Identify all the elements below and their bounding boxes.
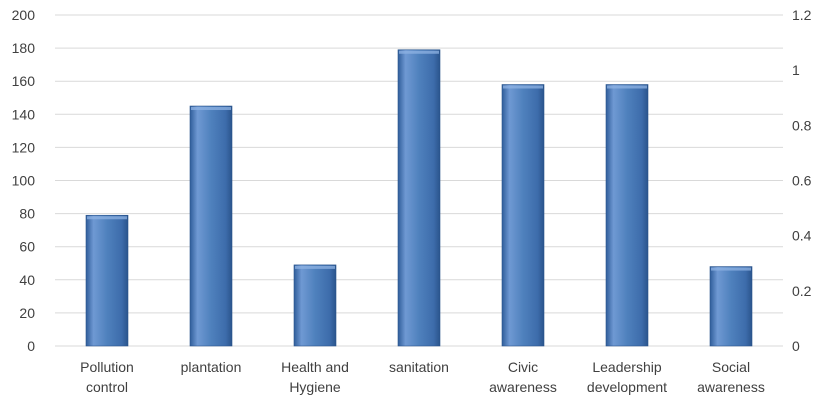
y-tick-label: 120: [12, 139, 36, 155]
bar-highlight: [295, 265, 335, 269]
x-category-label: Health and Hygiene: [281, 359, 349, 395]
y-tick-label: 80: [19, 206, 35, 222]
bar-highlight: [191, 107, 231, 111]
bar-highlight: [87, 216, 127, 220]
y-tick-label: 100: [12, 173, 36, 189]
x-category-label: sanitation: [389, 359, 449, 375]
x-category-label: Leadership development: [587, 359, 667, 395]
y2-tick-label: 0.4: [792, 228, 812, 244]
bar-highlight: [503, 85, 543, 89]
y-axis-left-ticks: 0 20 40 60 80 100 120 140 160 180 200: [12, 7, 36, 354]
x-category-label: Social awareness: [697, 359, 765, 395]
bar-highlight: [399, 50, 439, 54]
y2-tick-label: 1.2: [792, 7, 812, 23]
y-tick-label: 200: [12, 7, 36, 23]
bar: [501, 84, 545, 347]
x-category-label: plantation: [181, 359, 242, 375]
y2-tick-label: 0.6: [792, 173, 812, 189]
y2-tick-label: 0.2: [792, 283, 812, 299]
bar: [293, 264, 337, 347]
y-tick-label: 20: [19, 305, 35, 321]
bar: [189, 105, 233, 347]
x-axis-categories: Pollution control plantation Health and Hygi…: [80, 359, 765, 395]
x-category-label: Pollution control: [80, 359, 134, 395]
y-tick-label: 40: [19, 272, 35, 288]
bar: [397, 49, 441, 347]
bars: [85, 49, 753, 347]
y2-tick-label: 0: [792, 338, 800, 354]
y-tick-label: 160: [12, 73, 36, 89]
y-axis-right-ticks: 0 0.2 0.4 0.6 0.8 1 1.2: [792, 7, 812, 354]
bar: [85, 214, 129, 347]
bar-highlight: [711, 267, 751, 271]
y-tick-label: 0: [27, 338, 35, 354]
y-tick-label: 140: [12, 106, 36, 122]
bar: [605, 84, 649, 347]
y2-tick-label: 0.8: [792, 117, 812, 133]
x-category-label: Civic awareness: [489, 359, 557, 395]
y-tick-label: 60: [19, 239, 35, 255]
y2-tick-label: 1: [792, 62, 800, 78]
bar-highlight: [607, 85, 647, 89]
bar: [709, 266, 753, 347]
y-tick-label: 180: [12, 40, 36, 56]
